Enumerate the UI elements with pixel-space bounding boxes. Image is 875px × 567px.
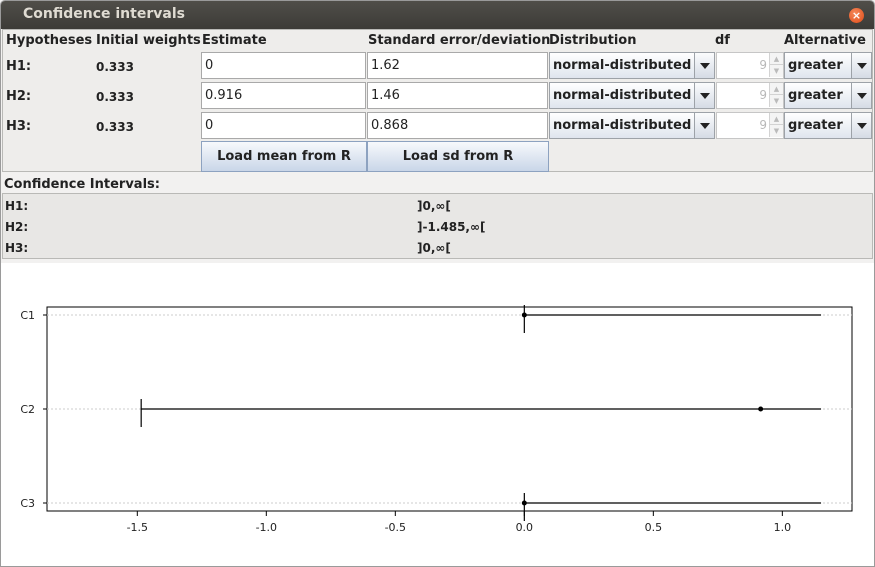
spinner-up-icon[interactable]: ▲ [769, 83, 783, 95]
header-df: df [715, 33, 730, 48]
distribution-select-h2[interactable]: normal-distributed [549, 82, 715, 109]
ci-label-h3: H3: [5, 241, 29, 255]
load-mean-button[interactable]: Load mean from R [201, 141, 367, 172]
chevron-down-icon[interactable] [694, 113, 714, 138]
distribution-select-h1[interactable]: normal-distributed [549, 52, 715, 79]
row-label-h3: H3: [6, 119, 32, 134]
chevron-down-icon[interactable] [851, 53, 871, 78]
load-sd-button[interactable]: Load sd from R [367, 141, 549, 172]
weight-h3: 0.333 [96, 120, 134, 134]
se-field-h2[interactable] [367, 82, 548, 109]
estimate-point [758, 406, 764, 412]
alternative-select-h2[interactable]: greater [784, 82, 872, 109]
df-spinner-h2[interactable]: 9 ▲ ▼ [716, 82, 784, 109]
df-value-h2: 9 [759, 88, 767, 102]
estimate-field-h3[interactable] [201, 112, 366, 139]
se-field-h1[interactable] [367, 52, 548, 79]
spinner-up-icon[interactable]: ▲ [769, 53, 783, 65]
title-bar: Confidence intervals × [1, 1, 874, 29]
header-distribution: Distribution [549, 33, 637, 48]
df-value-h1: 9 [759, 58, 767, 72]
alternative-select-h3[interactable]: greater [784, 112, 872, 139]
spinner-down-icon[interactable]: ▼ [769, 65, 783, 77]
estimate-field-h2[interactable] [201, 82, 366, 109]
x-tick-label: 0.0 [516, 521, 534, 534]
ci-label-h2: H2: [5, 220, 29, 234]
category-label: C3 [20, 497, 35, 510]
df-value-h3: 9 [759, 118, 767, 132]
df-spinner-h3[interactable]: 9 ▲ ▼ [716, 112, 784, 139]
spinner-up-icon[interactable]: ▲ [769, 113, 783, 125]
row-label-h1: H1: [6, 59, 32, 74]
alternative-value-h3: greater [788, 118, 843, 133]
x-tick-label: -0.5 [385, 521, 406, 534]
weight-h2: 0.333 [96, 90, 134, 104]
close-icon[interactable]: × [849, 8, 864, 23]
x-tick-label: 0.5 [645, 521, 663, 534]
chevron-down-icon[interactable] [694, 83, 714, 108]
ci-chart: C1 C2 C3 -1.5 -1.0 -0.5 0.0 0.5 1.0 [20, 305, 853, 534]
header-alternative: Alternative [784, 33, 866, 48]
ci-label-h1: H1: [5, 199, 29, 213]
estimate-point [521, 500, 527, 506]
x-tick-label: -1.5 [127, 521, 148, 534]
confidence-intervals-panel: H1: ]0,∞[ H2: ]-1.485,∞[ H3: ]0,∞[ [2, 193, 873, 259]
distribution-select-h3[interactable]: normal-distributed [549, 112, 715, 139]
category-label: C1 [20, 309, 35, 322]
ci-value-h1: ]0,∞[ [417, 199, 451, 213]
header-standard-error: Standard error/deviation [368, 33, 551, 48]
header-estimate: Estimate [202, 33, 267, 48]
ci-plot-area: C1 C2 C3 -1.5 -1.0 -0.5 0.0 0.5 1.0 [1, 263, 874, 566]
header-initial-weights: Initial weights [96, 33, 201, 48]
distribution-value-h3: normal-distributed [553, 118, 692, 133]
ci-value-h2: ]-1.485,∞[ [417, 220, 486, 234]
weight-h1: 0.333 [96, 60, 134, 74]
chevron-down-icon[interactable] [851, 83, 871, 108]
chevron-down-icon[interactable] [694, 53, 714, 78]
alternative-select-h1[interactable]: greater [784, 52, 872, 79]
distribution-value-h1: normal-distributed [553, 58, 692, 73]
se-field-h3[interactable] [367, 112, 548, 139]
spinner-down-icon[interactable]: ▼ [769, 125, 783, 137]
x-tick-label: -1.0 [256, 521, 277, 534]
alternative-value-h1: greater [788, 58, 843, 73]
ci-value-h3: ]0,∞[ [417, 241, 451, 255]
category-label: C2 [20, 403, 35, 416]
spinner-down-icon[interactable]: ▼ [769, 95, 783, 107]
header-hypotheses: Hypotheses [6, 33, 93, 48]
alternative-value-h2: greater [788, 88, 843, 103]
estimate-field-h1[interactable] [201, 52, 366, 79]
distribution-value-h2: normal-distributed [553, 88, 692, 103]
estimate-point [521, 312, 527, 318]
chevron-down-icon[interactable] [851, 113, 871, 138]
window-title: Confidence intervals [23, 6, 185, 22]
row-label-h2: H2: [6, 89, 32, 104]
x-tick-label: 1.0 [774, 521, 792, 534]
df-spinner-h1[interactable]: 9 ▲ ▼ [716, 52, 784, 79]
confidence-intervals-title: Confidence Intervals: [4, 177, 160, 192]
hypotheses-panel: Hypotheses Initial weights Estimate Stan… [2, 29, 873, 172]
